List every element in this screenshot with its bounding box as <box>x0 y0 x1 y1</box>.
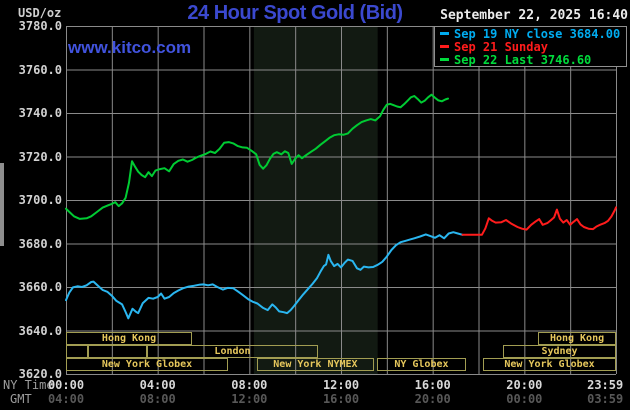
price-line-1 <box>461 206 617 236</box>
x-tick-label-gmt: 20:00 <box>414 392 451 406</box>
price-line-0 <box>65 231 464 320</box>
x-axis-row-label: GMT <box>10 392 32 406</box>
x-tick-label-ny: 08:00 <box>231 378 268 392</box>
y-tick-label: 3700.0 <box>18 193 62 207</box>
session-label: Sydney <box>541 346 578 357</box>
session-label: NY Globex <box>394 359 449 370</box>
session-box-new-york-globex: New York Globex <box>483 358 616 371</box>
y-tick-label: 3680.0 <box>18 236 62 251</box>
x-tick-label-ny: 20:00 <box>506 378 543 392</box>
x-tick-label-ny: 04:00 <box>139 378 176 392</box>
x-tick-label-gmt: 08:00 <box>139 392 176 406</box>
legend-box: Sep 19 NY close 3684.00 Sep 21 Sunday Sep … <box>434 26 627 67</box>
legend-item: Sep 19 NY close 3684.00 <box>440 28 626 41</box>
session-box <box>88 345 147 358</box>
y-tick-label: 3720.0 <box>18 149 62 164</box>
session-box-ny-globex: NY Globex <box>376 358 466 371</box>
x-axis-row-label: NY Time <box>3 378 54 392</box>
session-label: Hong Kong <box>101 333 157 344</box>
datetime-label: September 22, 2025 16:40 <box>440 8 628 23</box>
session-label: New York Globex <box>504 359 595 370</box>
legend-label: Sep 21 Sunday <box>454 40 548 54</box>
y-tick-label: 3660.0 <box>18 280 62 294</box>
legend-dash-icon <box>440 32 449 35</box>
x-tick-label-ny: 12:00 <box>322 378 360 392</box>
y-axis-units-label: USD/oz <box>18 6 62 20</box>
y-tick-label: 3780.0 <box>18 19 62 33</box>
y-tick-label: 3640.0 <box>18 323 62 338</box>
price-line-2 <box>65 93 449 220</box>
x-tick-label-gmt: 16:00 <box>322 392 360 406</box>
legend-item: Sep 22 Last 3746.60 <box>440 54 626 67</box>
x-tick-label-ny: 00:00 <box>47 378 85 392</box>
legend-label: Sep 19 NY close 3684.00 <box>454 27 621 41</box>
session-box-new-york-globex: New York Globex <box>66 358 229 371</box>
session-label: Hong Kong <box>549 333 605 344</box>
x-tick-label-gmt: 04:00 <box>47 392 85 406</box>
x-tick-label-gmt: 00:00 <box>506 392 543 406</box>
x-tick-label-ny: 16:00 <box>414 378 451 392</box>
legend-label: Sep 22 Last 3746.60 <box>454 53 592 67</box>
session-box-hong-kong: Hong Kong <box>538 332 616 345</box>
y-tick-label: 3760.0 <box>18 62 62 77</box>
session-box-hong-kong: Hong Kong <box>66 332 193 345</box>
legend-dash-icon <box>440 45 449 48</box>
kitco-watermark-link[interactable]: www.kitco.com <box>68 38 192 57</box>
session-label: New York Globex <box>101 359 193 370</box>
x-tick-label-gmt: 12:00 <box>231 392 268 406</box>
y-tick-label: 3740.0 <box>18 106 62 120</box>
session-box <box>66 345 88 358</box>
session-box-sydney: Sydney <box>503 345 616 358</box>
left-edge-artifact <box>0 163 4 246</box>
session-label: New York NYMEX <box>273 359 358 370</box>
y-tick-label: 3620.0 <box>18 367 62 381</box>
session-label: London <box>214 346 251 357</box>
page-title: 24 Hour Spot Gold (Bid) <box>187 2 403 24</box>
legend-item: Sep 21 Sunday <box>440 41 626 54</box>
session-box-new-york-nymex: New York NYMEX <box>256 358 374 371</box>
x-tick-label-ny: 23:59 <box>587 378 624 392</box>
legend-dash-icon <box>440 58 449 61</box>
x-tick-label-gmt: 03:59 <box>587 392 624 406</box>
session-box-london: London <box>146 345 319 358</box>
